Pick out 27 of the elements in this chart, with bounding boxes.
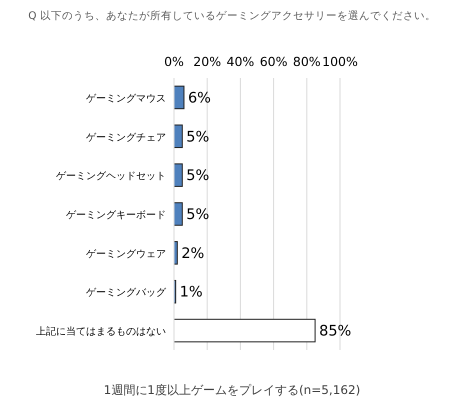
x-tick-label: 80% [292,54,321,69]
data-label: 1% [180,284,203,301]
data-label: 5% [186,168,210,184]
bar [174,202,183,226]
x-tick-label: 60% [260,54,288,69]
data-label: 2% [181,246,204,262]
data-label: 85% [319,324,352,340]
data-label: 5% [186,129,210,146]
x-tick-label: 40% [226,54,254,69]
y-tick-label: ゲーミングチェア [86,132,166,144]
bar [174,124,183,148]
text: 1週間に1度以上ゲームをプレイする(n=5,162) [104,383,360,397]
y-tick-label: ゲーミングマウス [86,93,166,104]
x-tick-label: 20% [193,54,222,69]
data-label: 5% [186,207,210,223]
x-tick-label: 100% [322,54,358,69]
chart-title: Q 以下のうち、あなたが所有しているゲーミングアクセサリーを選んでください。 [28,9,436,22]
y-tick-label: ゲーミングキーボード [66,210,166,221]
bar [174,86,184,110]
data-label: 6% [188,90,211,106]
y-tick-label: 上記に当てはまるものはない [36,326,166,338]
y-tick-label: ゲーミングヘッドセット [56,171,166,182]
x-tick-label: 0% [164,54,184,69]
y-tick-label: ゲーミングウェア [86,248,166,260]
bar [174,163,183,187]
bar [174,318,316,342]
y-tick-label: ゲーミングバッグ [86,288,167,299]
